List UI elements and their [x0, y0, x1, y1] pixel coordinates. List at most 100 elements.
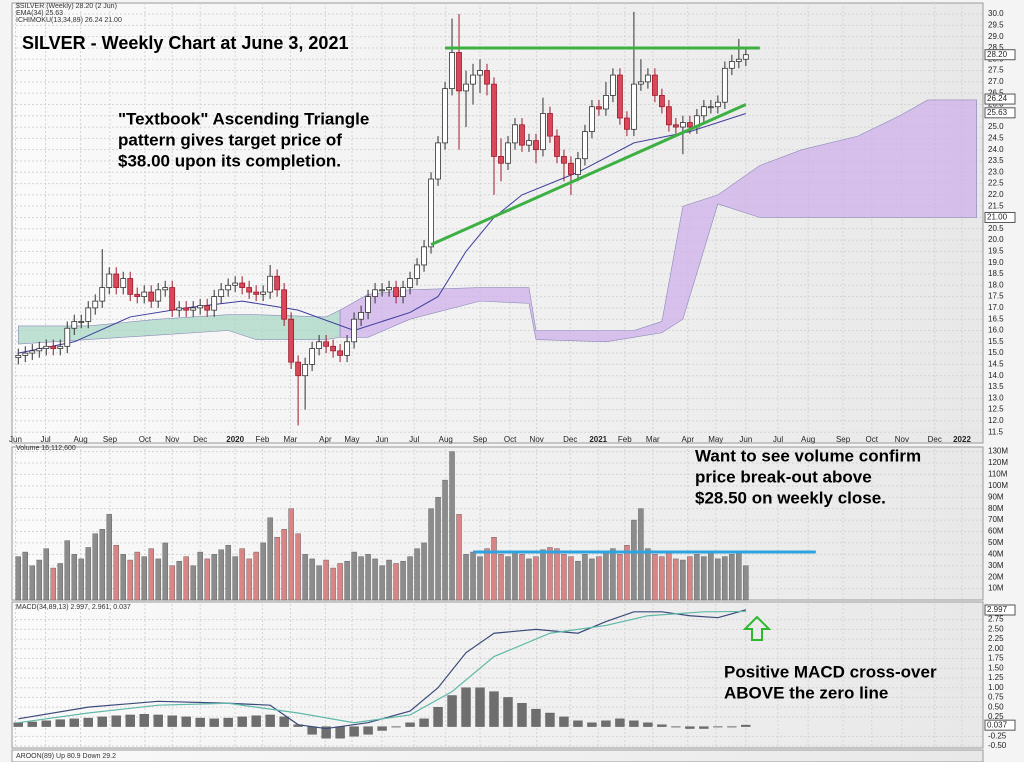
volume-bar: [176, 560, 182, 601]
candle-body: [246, 287, 253, 293]
macd-histogram-bar: [97, 716, 107, 727]
y-tick-label: 80M: [988, 504, 1004, 513]
x-tick-label: Mar: [284, 435, 298, 444]
y-tick-label: 100M: [988, 481, 1008, 490]
volume-bar: [43, 548, 49, 601]
volume-bar: [134, 551, 140, 601]
volume-bar: [22, 551, 28, 601]
y-tick-label: 19.5: [988, 246, 1004, 255]
y-tick-label: 28.5: [988, 43, 1004, 52]
candle-body: [610, 74, 616, 96]
y-tick-label: 12.0: [988, 416, 1004, 425]
candle-body: [575, 158, 581, 175]
ichimoku-cloud: [339, 99, 978, 343]
candle-body: [218, 289, 225, 297]
x-tick-label: May: [344, 435, 359, 444]
volume-bar: [519, 554, 525, 601]
macd-histogram-bar: [601, 720, 611, 727]
axis-tag: 2.997: [987, 605, 1008, 614]
volume-bar: [162, 542, 168, 601]
candle-body: [526, 140, 532, 146]
volume-bar: [666, 551, 672, 601]
candle-body: [141, 291, 148, 297]
macd-histogram-bar: [13, 722, 23, 727]
candle-body: [582, 131, 588, 160]
axis-tag-box: [984, 107, 1016, 119]
y-tick-label: 20M: [988, 572, 1004, 581]
x-tick-label: Nov: [530, 435, 544, 444]
annotation: "Textbook" Ascending Triangle: [118, 109, 369, 128]
axis-tag-box: [984, 49, 1016, 61]
candle-body: [686, 122, 693, 128]
candle-body: [470, 74, 476, 85]
volume-bar: [638, 508, 644, 601]
axis-tag: 28.20: [987, 50, 1008, 59]
macd-histogram-bar: [615, 718, 625, 727]
candle-body: [85, 307, 92, 322]
macd-line: [18, 609, 747, 730]
volume-bar: [687, 556, 693, 601]
macd-histogram-bar: [363, 726, 373, 735]
macd-histogram-bar: [349, 726, 359, 737]
annotation: ABOVE the zero line: [724, 683, 888, 702]
y-tick-label: 1.75: [988, 654, 1004, 663]
y-tick-label: 0.25: [988, 712, 1004, 721]
volume-bar: [659, 556, 665, 601]
annotation: $38.00 upon its completion.: [118, 151, 341, 170]
y-tick-label: 17.5: [988, 292, 1004, 301]
axis-tag-box: [984, 93, 1016, 105]
volume-bar: [120, 554, 126, 601]
y-tick-label: 13.0: [988, 393, 1004, 402]
annotation: price break-out above: [695, 467, 872, 486]
x-tick-label: 2021: [589, 435, 607, 444]
candle-body: [721, 67, 728, 103]
candle-body: [372, 289, 378, 297]
volume-bar: [92, 533, 98, 601]
aroon-label: AROON(89) Up 80.9 Down 29.2: [16, 753, 116, 760]
volume-bar: [36, 559, 42, 601]
x-tick-label: Jun: [376, 435, 389, 444]
candle-body: [435, 142, 441, 180]
y-tick-label: 14.0: [988, 371, 1004, 380]
y-tick-label: 50M: [988, 538, 1004, 547]
macd-histogram-bar: [167, 715, 177, 727]
y-tick-label: 12.5: [988, 405, 1004, 414]
candle-body: [679, 122, 686, 128]
y-tick-label: 90M: [988, 492, 1004, 501]
volume-bar: [708, 551, 714, 601]
y-tick-label: 22.0: [988, 190, 1004, 199]
candle-body: [92, 300, 99, 309]
candle-body: [540, 113, 546, 151]
y-tick-label: 16.0: [988, 326, 1004, 335]
candle-body: [106, 273, 113, 288]
macd-histogram-bar: [307, 726, 317, 735]
volume-bar: [351, 551, 357, 601]
y-tick-label: 20.0: [988, 235, 1004, 244]
candle-body: [330, 345, 337, 352]
macd-histogram-bar: [447, 695, 457, 727]
y-tick-label: 15.0: [988, 348, 1004, 357]
candle-body: [442, 88, 448, 144]
candle-body: [267, 275, 274, 293]
candle-body: [568, 162, 574, 175]
y-tick-label: 40M: [988, 549, 1004, 558]
volume-bar: [701, 556, 707, 601]
volume-bar: [421, 542, 427, 601]
y-tick-label: 29.0: [988, 32, 1004, 41]
x-tick-label: Oct: [866, 435, 879, 444]
candle-body: [714, 101, 721, 108]
volume-bar: [64, 540, 70, 601]
candle-body: [456, 52, 462, 92]
macd-histogram-bar: [181, 716, 191, 727]
chart-title: SILVER - Weekly Chart at June 3, 2021: [22, 33, 348, 53]
candle-body: [589, 106, 595, 132]
candle-body: [624, 117, 630, 130]
volume-bar: [365, 554, 371, 601]
y-tick-label: 70M: [988, 515, 1004, 524]
axis-tag: 26.24: [987, 94, 1008, 103]
volume-bar: [57, 563, 63, 601]
macd-histogram-bar: [279, 716, 289, 727]
volume-bar: [267, 517, 273, 601]
x-tick-label: Nov: [895, 435, 909, 444]
